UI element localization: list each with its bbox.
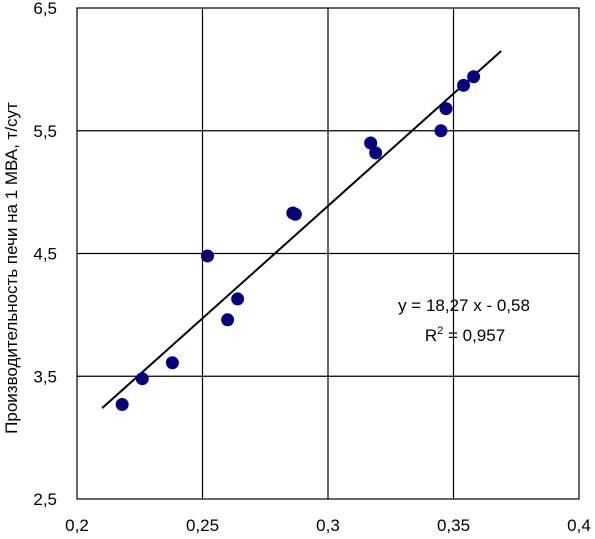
data-point: [135, 372, 149, 386]
data-point: [165, 356, 179, 370]
trendline: [101, 50, 502, 409]
y-axis-label: Производительность печи на 1 МВА, т/сут: [2, 102, 21, 434]
y-tick-label: 2,5: [33, 490, 57, 509]
data-point: [288, 207, 302, 221]
y-tick-label: 3,5: [33, 367, 57, 386]
x-tick-label: 0,35: [437, 516, 470, 535]
data-point: [231, 292, 245, 306]
x-axis-tick-labels: 0,2 0,25 0,3 0,35 0,4: [65, 516, 591, 535]
data-point: [221, 313, 235, 327]
x-tick-label: 0,2: [65, 516, 89, 535]
data-point: [364, 136, 378, 150]
data-point: [369, 146, 383, 160]
data-point: [434, 124, 448, 138]
r2-label: R: [425, 326, 437, 345]
y-tick-label: 4,5: [33, 245, 57, 264]
data-points: [115, 70, 481, 411]
x-tick-label: 0,25: [186, 516, 219, 535]
r2-superscript: 2: [437, 325, 443, 337]
x-tick-label: 0,3: [316, 516, 340, 535]
gridlines: [77, 8, 579, 499]
y-tick-label: 5,5: [33, 122, 57, 141]
y-axis-tick-labels: 2,5 3,5 4,5 5,5 6,5: [33, 0, 57, 509]
data-point: [115, 397, 129, 411]
data-point: [439, 102, 453, 116]
r2-value: = 0,957: [443, 326, 505, 345]
x-tick-label: 0,4: [567, 516, 591, 535]
data-point: [467, 70, 481, 84]
trendline-equation: y = 18,27 x - 0,58: [398, 296, 530, 315]
y-tick-label: 6,5: [33, 0, 57, 18]
plot-area-frame: [76, 7, 580, 500]
data-point: [457, 78, 471, 92]
r-squared-label: R2 = 0,957: [425, 325, 505, 345]
data-point: [201, 249, 215, 263]
